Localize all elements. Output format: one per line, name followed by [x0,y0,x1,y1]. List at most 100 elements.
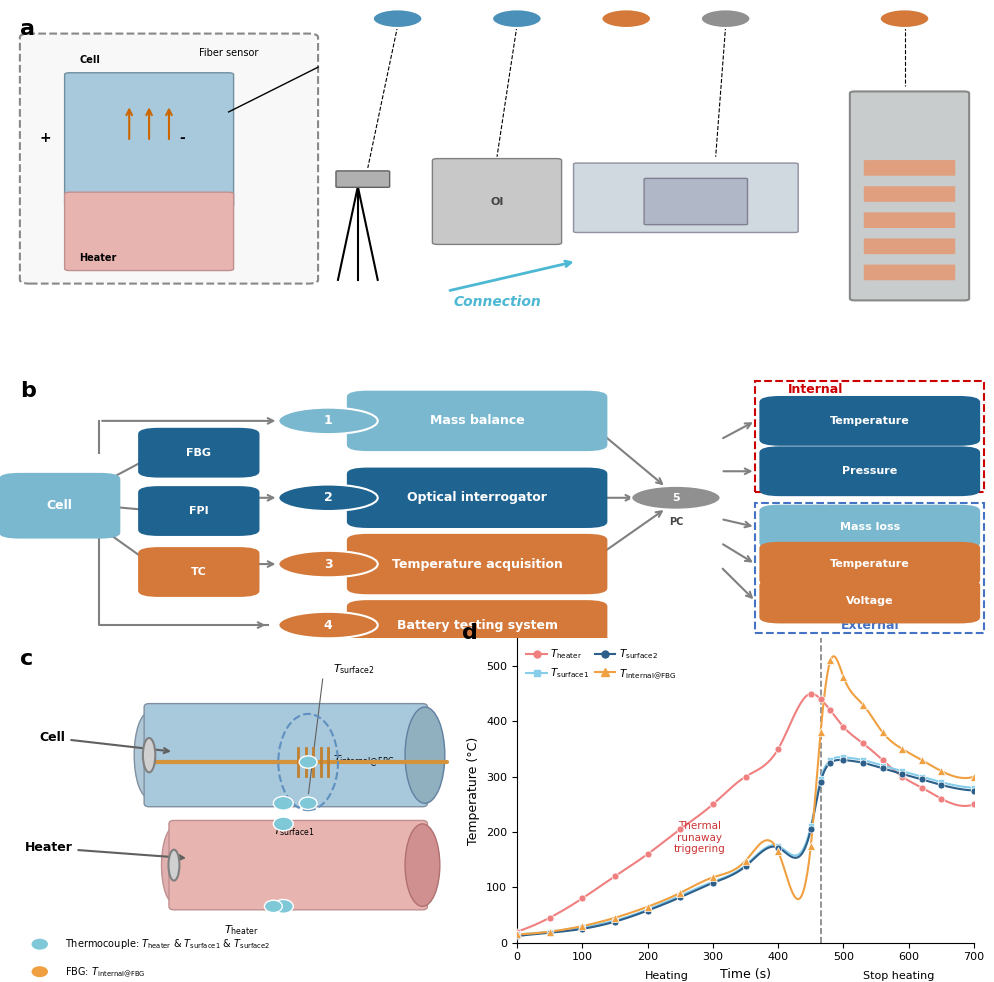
FancyBboxPatch shape [65,73,234,207]
FancyBboxPatch shape [20,33,318,284]
Text: $T_{\rm heater}$: $T_{\rm heater}$ [224,923,258,938]
Ellipse shape [406,707,445,803]
Text: Mass balance: Mass balance [429,414,525,427]
Legend: $T_{\rm heater}$, $T_{\rm surface1}$, $T_{\rm surface2}$, $T_{\rm internal@FBG}$: $T_{\rm heater}$, $T_{\rm surface1}$, $T… [522,643,681,684]
Circle shape [31,965,49,978]
Circle shape [273,796,293,810]
FancyBboxPatch shape [139,548,258,596]
Ellipse shape [134,712,164,798]
Circle shape [601,10,651,28]
FancyBboxPatch shape [348,601,606,649]
Text: +: + [40,131,52,144]
Text: Temperature acquisition: Temperature acquisition [392,558,563,571]
Text: c: c [20,649,33,669]
Circle shape [492,10,542,28]
Text: Cell: Cell [40,732,169,753]
FancyBboxPatch shape [760,580,979,623]
Circle shape [273,817,293,831]
Text: PC: PC [669,517,683,526]
Text: Temperature: Temperature [830,559,910,569]
FancyBboxPatch shape [864,160,955,176]
Text: External: External [841,619,899,631]
Text: Heater: Heater [80,253,117,263]
Bar [755,503,984,633]
Text: a: a [20,19,35,38]
FancyBboxPatch shape [139,429,258,476]
FancyBboxPatch shape [864,187,955,202]
Text: Optical interrogator: Optical interrogator [408,491,547,505]
Text: -: - [179,131,185,144]
Text: OI: OI [490,196,504,206]
Text: Heating: Heating [645,970,689,981]
FancyBboxPatch shape [348,392,606,450]
Text: Voltage: Voltage [846,596,894,606]
FancyBboxPatch shape [65,192,234,270]
Text: Pressure: Pressure [842,466,898,476]
Text: 1: 1 [324,414,332,427]
Text: 4: 4 [324,619,332,631]
Text: 2: 2 [513,14,521,24]
Text: FBG: FBG [186,448,212,458]
FancyBboxPatch shape [169,821,427,909]
FancyBboxPatch shape [760,543,979,585]
FancyBboxPatch shape [644,179,747,225]
FancyBboxPatch shape [348,468,606,527]
Text: Fiber sensor: Fiber sensor [199,48,258,58]
Circle shape [273,900,293,913]
Circle shape [278,484,378,511]
FancyBboxPatch shape [574,163,798,233]
Text: 5: 5 [722,14,730,24]
Circle shape [880,10,929,28]
FancyBboxPatch shape [864,239,955,254]
FancyBboxPatch shape [336,171,390,188]
Text: Heater: Heater [25,842,184,860]
Text: 3: 3 [622,14,630,24]
Text: Cell: Cell [47,499,73,513]
Circle shape [631,486,721,510]
Ellipse shape [161,827,187,903]
FancyBboxPatch shape [760,397,979,445]
Text: Thermal
runaway
triggering: Thermal runaway triggering [674,821,726,854]
Circle shape [278,408,378,434]
Circle shape [264,900,282,912]
Text: b: b [20,381,36,401]
Circle shape [373,10,422,28]
FancyBboxPatch shape [760,448,979,495]
Text: Cell: Cell [80,55,100,66]
FancyBboxPatch shape [348,535,606,593]
Text: Internal: Internal [787,383,843,396]
Circle shape [278,551,378,577]
FancyBboxPatch shape [139,487,258,535]
Text: Battery testing system: Battery testing system [397,619,558,631]
Circle shape [278,612,378,638]
Text: $T_{\rm surface1}$: $T_{\rm surface1}$ [273,824,315,838]
Ellipse shape [406,824,439,906]
Circle shape [299,797,317,809]
Text: 1: 1 [394,14,402,24]
Text: 5: 5 [672,493,680,503]
FancyBboxPatch shape [144,703,427,807]
Circle shape [701,10,750,28]
Text: FBG: $T_{\rm internal@FBG}$: FBG: $T_{\rm internal@FBG}$ [65,964,145,979]
Text: 4: 4 [901,14,909,24]
Text: TC: TC [191,567,207,577]
FancyBboxPatch shape [864,264,955,280]
FancyBboxPatch shape [864,212,955,228]
Ellipse shape [168,849,180,881]
Text: $T_{\rm internal@FBG}$: $T_{\rm internal@FBG}$ [333,754,395,770]
Text: Stop heating: Stop heating [864,970,934,981]
X-axis label: Time (s): Time (s) [720,968,771,981]
Text: d: d [462,624,478,643]
FancyBboxPatch shape [760,506,979,548]
Text: Thermocouple: $T_{\rm heater}$ & $T_{\rm surface1}$ & $T_{\rm surface2}$: Thermocouple: $T_{\rm heater}$ & $T_{\rm… [65,937,269,952]
Text: 2: 2 [324,491,332,505]
Text: 3: 3 [324,558,332,571]
Circle shape [299,756,317,768]
FancyBboxPatch shape [850,91,969,300]
Bar [755,381,984,493]
Text: Mass loss: Mass loss [840,522,900,532]
FancyBboxPatch shape [0,474,119,537]
Text: Temperature: Temperature [830,416,910,426]
Text: Connection: Connection [453,295,541,309]
Text: $T_{\rm surface2}$: $T_{\rm surface2}$ [333,662,375,677]
